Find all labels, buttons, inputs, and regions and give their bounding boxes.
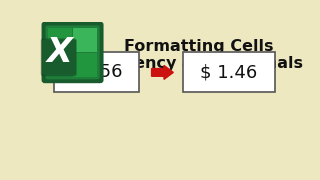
FancyBboxPatch shape xyxy=(48,28,72,52)
Text: 1.456: 1.456 xyxy=(71,63,122,81)
FancyBboxPatch shape xyxy=(41,38,77,76)
Text: Formatting Cells: Formatting Cells xyxy=(124,39,274,54)
FancyBboxPatch shape xyxy=(73,53,97,77)
Text: X: X xyxy=(47,36,73,69)
FancyBboxPatch shape xyxy=(54,52,139,93)
Text: $ 1.46: $ 1.46 xyxy=(200,63,258,81)
Text: Currency and Decimals: Currency and Decimals xyxy=(95,56,303,71)
FancyBboxPatch shape xyxy=(42,39,76,75)
FancyBboxPatch shape xyxy=(73,28,97,52)
FancyBboxPatch shape xyxy=(45,25,100,79)
FancyBboxPatch shape xyxy=(42,22,104,83)
FancyArrow shape xyxy=(152,66,173,79)
FancyBboxPatch shape xyxy=(183,52,275,93)
